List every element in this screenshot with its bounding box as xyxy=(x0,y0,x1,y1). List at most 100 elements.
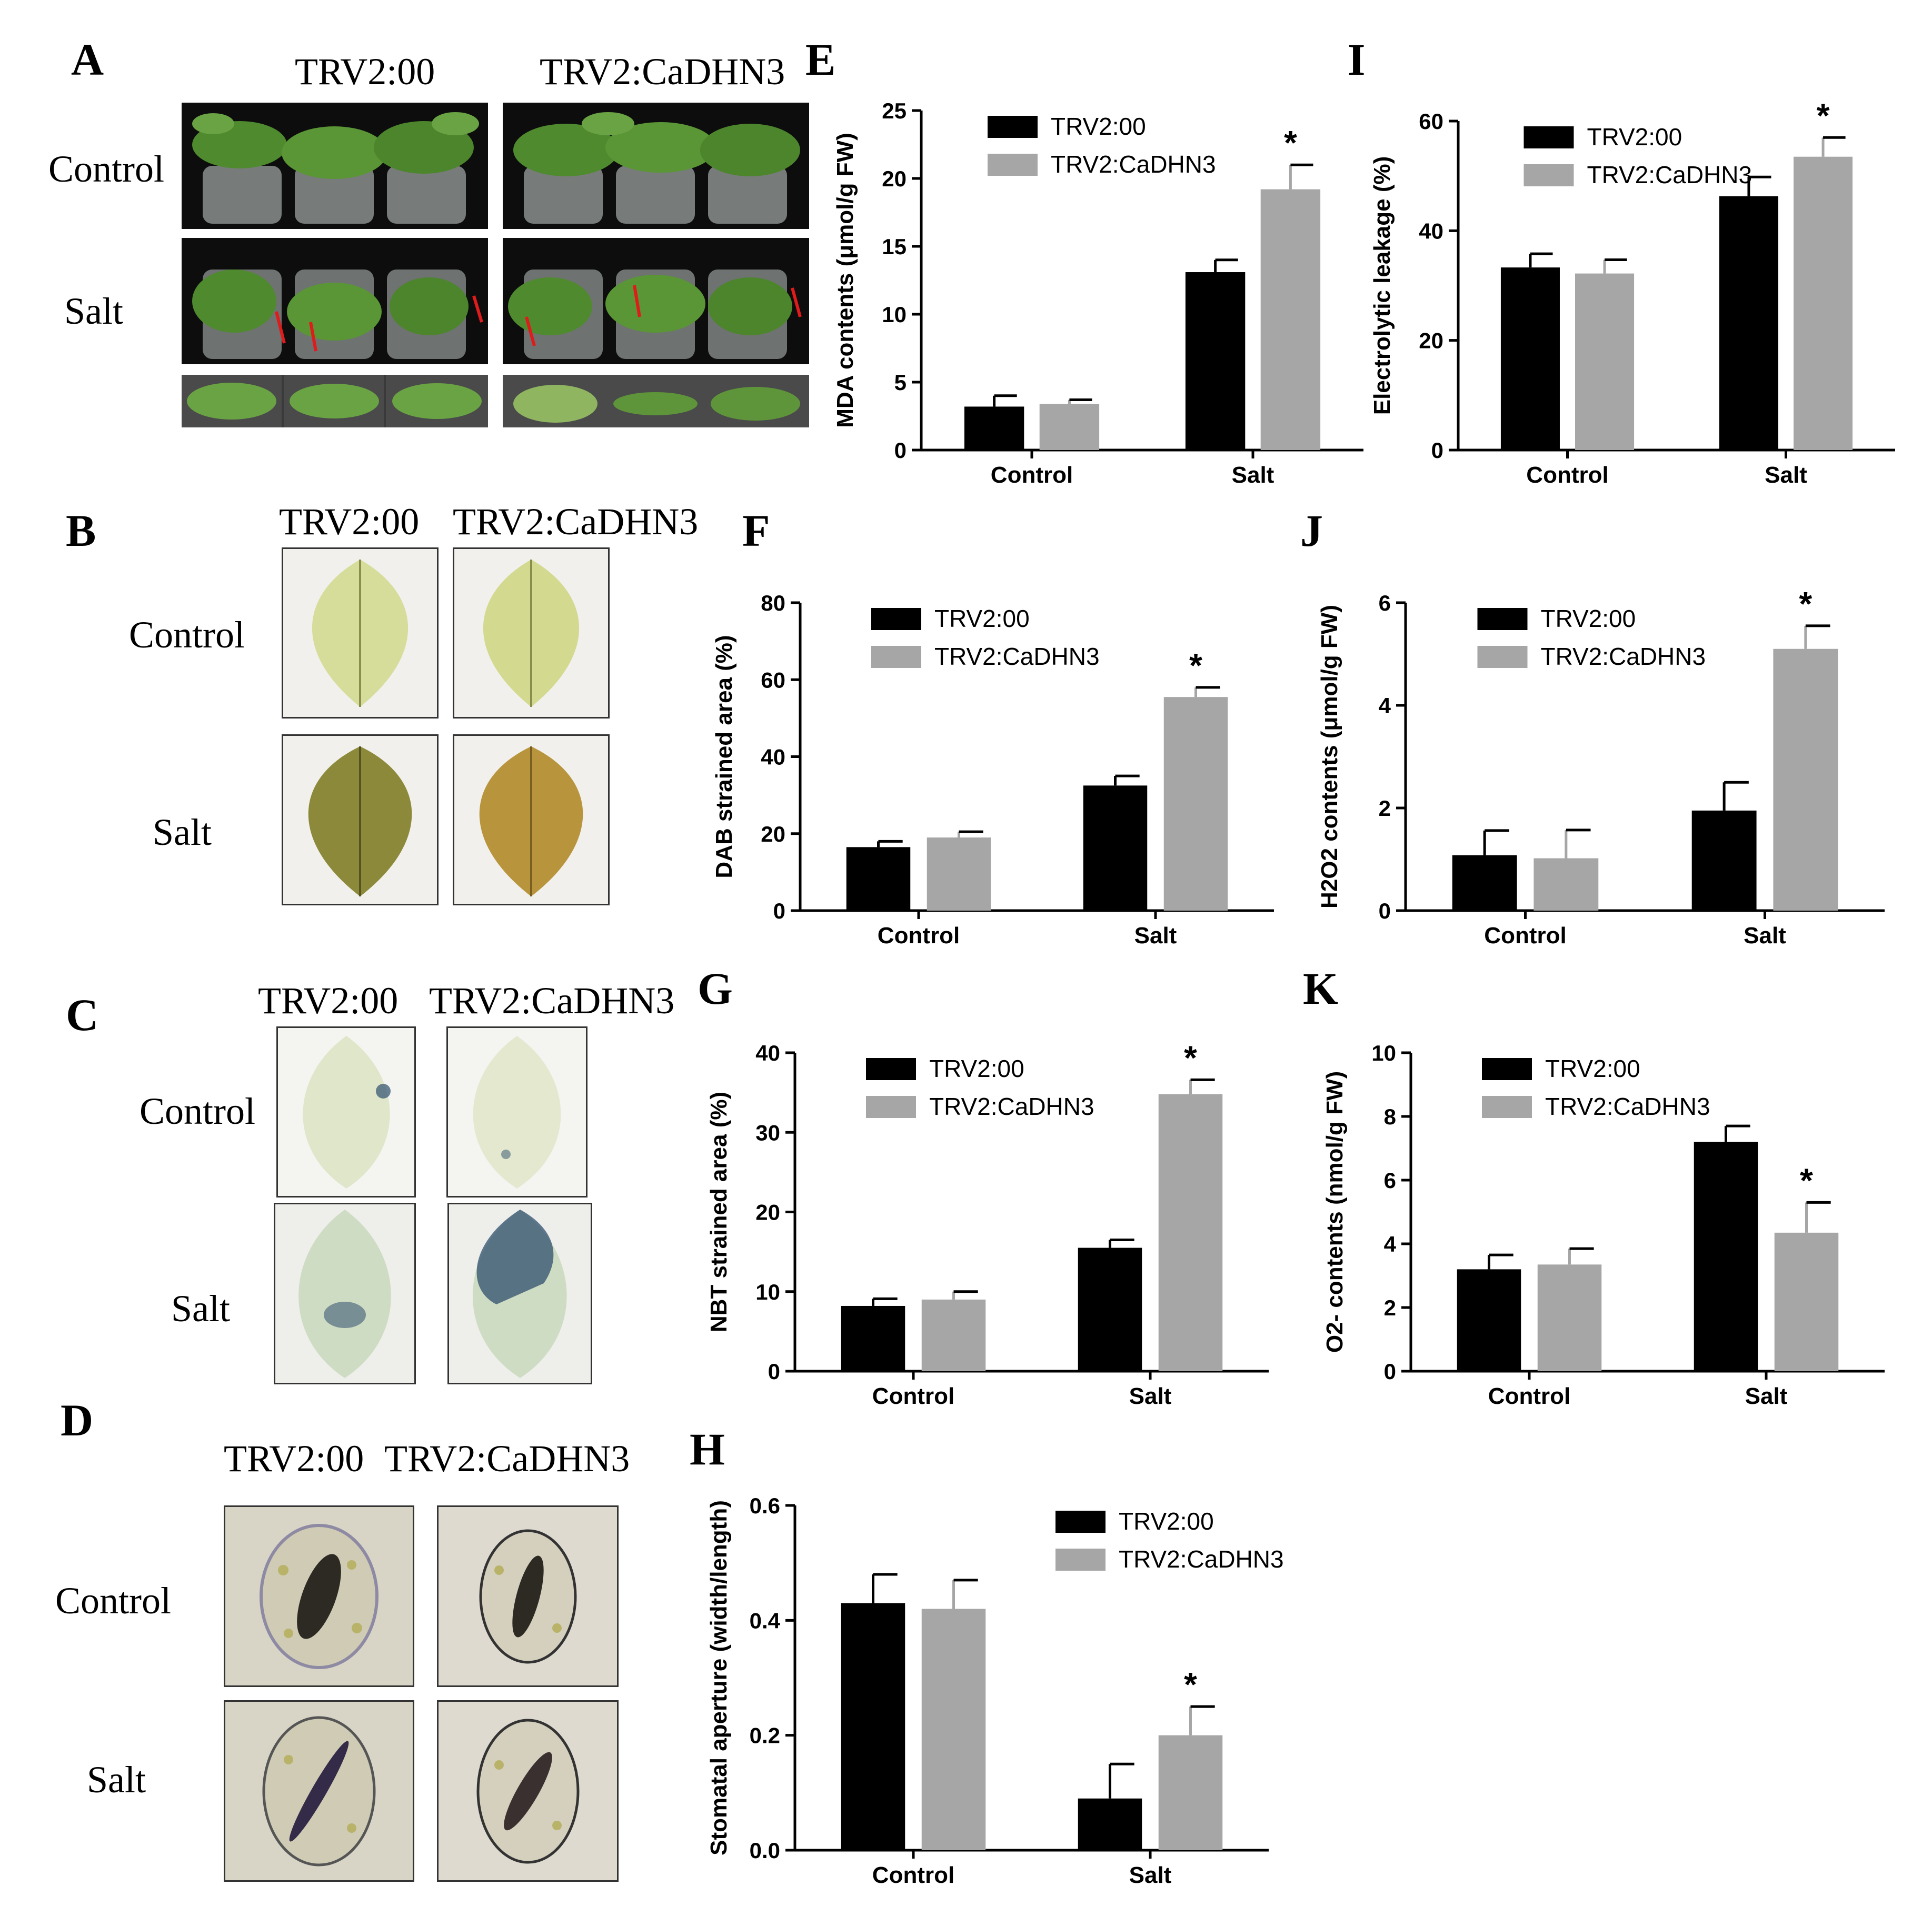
bar xyxy=(927,837,991,911)
bar xyxy=(1039,404,1100,450)
y-tick-label: 0.4 xyxy=(750,1608,781,1633)
bar xyxy=(1774,1232,1839,1371)
y-tick-label: 0.2 xyxy=(750,1723,780,1748)
nbt-leaf-salt-trv2-00 xyxy=(274,1203,416,1384)
y-axis-label: MDA contents (μmol/g FW) xyxy=(832,133,858,428)
legend-swatch xyxy=(988,154,1038,176)
significance-marker: * xyxy=(1184,1665,1197,1703)
y-tick-label: 10 xyxy=(755,1280,780,1304)
legend-swatch xyxy=(1482,1058,1532,1080)
dab-leaf-salt-trv2-cadhn3 xyxy=(453,734,610,905)
y-tick-label: 6 xyxy=(1384,1168,1396,1193)
leaves-illustration xyxy=(503,375,809,427)
x-tick-label: Salt xyxy=(1745,1383,1788,1409)
y-tick-label: 20 xyxy=(755,1200,780,1225)
red-arrow-icon xyxy=(633,285,641,317)
chart-svg: 0 20 40 60 Electrolytic leakage (%) Control Sa… xyxy=(1369,96,1895,488)
significance-marker: * xyxy=(1817,96,1830,134)
legend-label: TRV2:CaDHN3 xyxy=(1119,1545,1284,1573)
plant-jars-illustration xyxy=(192,270,483,359)
chart-svg: 0 2 4 6 8 10 O2- contents (nmol/g FW) Control Sa… xyxy=(1322,1041,1885,1409)
panel-letter-j: J xyxy=(1300,505,1323,556)
plant-jars-illustration xyxy=(508,270,802,359)
y-axis-label: O2- contents (nmol/g FW) xyxy=(1322,1071,1348,1353)
panel-a-row-label-salt: Salt xyxy=(64,290,124,332)
significance-marker: * xyxy=(1800,1161,1813,1199)
y-tick-label: 20 xyxy=(1419,328,1443,353)
red-arrow-icon xyxy=(309,322,317,352)
panel-d-col-label-trv2-00: TRV2:00 xyxy=(224,1438,364,1480)
panel-c-col-label-trv2-cadhn3: TRV2:CaDHN3 xyxy=(429,980,675,1022)
significance-marker: * xyxy=(1799,585,1812,623)
chart-h-stomatal: 0.0 0.2 0.4 0.6 Stomatal aperture (width/len… xyxy=(695,1484,1284,1900)
bar xyxy=(1185,272,1246,450)
x-tick-label: Control xyxy=(872,1862,954,1888)
y-tick-label: 20 xyxy=(761,822,785,846)
y-axis-label: Stomatal aperture (width/length) xyxy=(706,1500,732,1855)
panel-b-row-label-control: Control xyxy=(129,614,245,656)
x-tick-label: Control xyxy=(991,462,1073,488)
panel-d-row-label-control: Control xyxy=(55,1580,172,1622)
panel-c-col-label-trv2-00: TRV2:00 xyxy=(258,980,399,1022)
legend-swatch xyxy=(1482,1096,1532,1118)
panel-letter-h: H xyxy=(690,1424,725,1474)
x-tick-label: Salt xyxy=(1232,462,1274,488)
red-arrow-icon xyxy=(791,287,802,317)
bar xyxy=(1694,1142,1758,1371)
panel-letter-f: F xyxy=(742,505,770,556)
legend-label: TRV2:00 xyxy=(1587,123,1682,151)
legend-label: TRV2:CaDHN3 xyxy=(1051,151,1216,178)
legend-swatch xyxy=(871,646,921,668)
legend-label: TRV2:00 xyxy=(1051,113,1146,140)
significance-marker: * xyxy=(1189,646,1202,684)
x-tick-label: Salt xyxy=(1765,462,1807,488)
x-tick-label: Control xyxy=(1526,462,1608,488)
y-tick-label: 15 xyxy=(882,234,907,259)
bar xyxy=(841,1603,905,1850)
y-tick-label: 20 xyxy=(882,166,907,191)
nbt-leaf-control-trv2-cadhn3 xyxy=(446,1026,587,1197)
chart-svg: 0 5 10 15 20 25 MDA contents (μmol/g FW) Contro… xyxy=(832,98,1363,488)
panel-d-row-label-salt: Salt xyxy=(87,1759,146,1801)
leaf-illustration xyxy=(472,1210,567,1378)
y-tick-label: 2 xyxy=(1384,1295,1396,1320)
stomata-control-trv2-cadhn3 xyxy=(437,1505,619,1687)
legend-label: TRV2:00 xyxy=(1119,1508,1214,1535)
legend-swatch xyxy=(871,608,921,630)
leaf-illustration xyxy=(312,560,409,707)
legend-label: TRV2:CaDHN3 xyxy=(1587,161,1752,188)
panel-b-col-label-trv2-cadhn3: TRV2:CaDHN3 xyxy=(453,501,699,543)
y-tick-label: 0 xyxy=(1379,899,1391,923)
bar xyxy=(1260,189,1321,450)
nbt-leaf-salt-trv2-cadhn3 xyxy=(447,1203,592,1384)
panel-a-col-label-trv2-cadhn3: TRV2:CaDHN3 xyxy=(540,51,785,93)
x-tick-label: Salt xyxy=(1744,923,1786,949)
legend-label: TRV2:00 xyxy=(1541,605,1636,632)
chart-j-h2o2: 0 2 4 6 H2O2 contents (μmol/g FW) Control Salt… xyxy=(1306,582,1900,961)
y-tick-label: 6 xyxy=(1379,591,1391,615)
chart-svg: 0 2 4 6 H2O2 contents (μmol/g FW) Control Salt… xyxy=(1317,585,1885,949)
bar xyxy=(1794,156,1853,450)
legend-swatch xyxy=(1477,646,1528,668)
y-tick-label: 30 xyxy=(755,1120,780,1145)
plant-photo-control-trv2-cadhn3 xyxy=(503,103,809,229)
legend-label: TRV2:CaDHN3 xyxy=(934,643,1100,670)
legend-label: TRV2:00 xyxy=(929,1055,1024,1082)
legend-label: TRV2:00 xyxy=(934,605,1030,632)
legend-swatch xyxy=(866,1096,916,1118)
legend-label: TRV2:CaDHN3 xyxy=(1545,1093,1710,1120)
legend-label: TRV2:CaDHN3 xyxy=(1541,643,1706,670)
red-arrow-icon xyxy=(472,295,483,323)
x-tick-label: Salt xyxy=(1129,1862,1172,1888)
y-tick-label: 40 xyxy=(1419,218,1443,243)
legend-label: TRV2:CaDHN3 xyxy=(929,1093,1094,1120)
y-tick-label: 40 xyxy=(761,745,785,770)
x-tick-label: Salt xyxy=(1129,1383,1172,1409)
y-tick-label: 8 xyxy=(1384,1104,1396,1129)
bar xyxy=(1537,1264,1602,1371)
y-tick-label: 4 xyxy=(1384,1232,1397,1256)
y-tick-label: 2 xyxy=(1379,796,1391,821)
plant-photo-control-trv2-00 xyxy=(182,103,488,229)
panel-a-row-label-control: Control xyxy=(48,148,165,190)
legend-swatch xyxy=(1055,1511,1106,1533)
